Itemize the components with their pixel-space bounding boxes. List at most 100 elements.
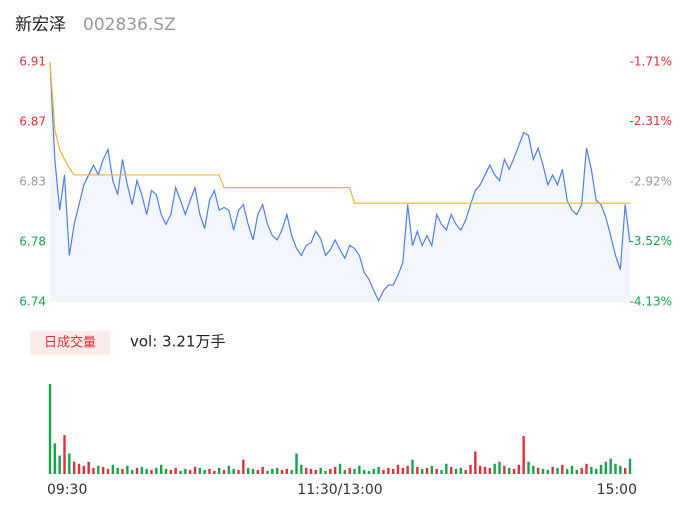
y-tick-label: 6.74 [19,295,46,309]
volume-bar [174,467,177,474]
volume-bar [72,461,76,474]
volume-bar [459,467,463,474]
volume-bar [319,467,322,474]
volume-bar [116,467,119,474]
volume-bar [541,468,545,474]
volume-bar [111,464,115,474]
volume-bar [155,467,158,474]
volume-bar [396,464,400,474]
volume-bar [251,468,255,474]
volume-bar [435,468,438,474]
volume-bar [266,470,269,474]
volume-bar [213,470,216,474]
volume-bar [517,464,521,474]
volume-bar [58,455,61,474]
volume-bar [440,469,443,474]
volume-bar [275,467,279,474]
volume-bar [232,468,235,474]
volume-bar [594,468,598,474]
price-area [50,62,630,302]
volume-bar [348,467,351,474]
volume-bar [420,468,424,474]
volume-text: vol: 3.21万手 [130,333,225,351]
volume-bar [604,461,608,474]
volume-bar [246,467,250,474]
volume-bar [454,468,458,474]
volume-bar [179,470,182,474]
volume-bar [101,466,105,474]
volume-bar [82,465,86,474]
volume-bar [159,464,163,474]
volume-bar [498,461,501,474]
volume-bar [391,468,395,474]
y2-tick-label: -4.13% [630,295,672,309]
volume-bar [556,467,559,474]
volume-bar [87,461,90,474]
volume-bar [449,466,453,474]
volume-bar [237,469,240,474]
volume-bar [561,464,564,474]
volume-bar [271,468,274,474]
volume-bar [222,469,226,474]
volume-bar [445,463,448,474]
volume-bar [256,469,260,474]
volume-bar [338,463,342,474]
volume-bar [469,464,472,474]
volume-bar [478,465,482,474]
volume-bar [512,468,516,474]
volume-bar [628,458,632,474]
volume-bar [503,465,506,474]
volume-bar [614,463,617,474]
volume-bar [169,469,173,474]
volume-bar [324,470,327,474]
y-tick-label: 6.78 [19,235,46,249]
volume-bar [217,467,221,474]
volume-bar [536,467,540,474]
volume-bar [430,465,434,474]
volume-bar [121,468,124,474]
volume-bar [532,465,535,474]
volume-bar [358,465,361,474]
volume-bar [130,469,134,474]
volume-bar [300,464,303,474]
volume-bar [164,468,168,474]
volume-bar [97,465,100,474]
volume-bar [493,463,496,474]
volume-bar [474,451,477,474]
stock-code: 002836.SZ [83,15,176,35]
volume-bar [590,466,593,474]
volume-bar [585,463,588,474]
volume-bar [619,465,622,474]
volume-bar [184,468,187,474]
volume-bar [63,435,66,474]
volume-bar [362,469,366,474]
volume-bar [333,466,337,474]
volume-bar [295,453,298,474]
volume-bar [140,466,144,474]
volume-bar [464,469,467,474]
volume-bar [135,467,139,474]
volume-bar [527,461,530,474]
stock-name: 新宏泽 [15,15,66,35]
volume-bar [285,468,289,474]
volume-bar [208,468,211,474]
volume-tag: 日成交量 [44,335,96,351]
volume-bar [227,465,231,474]
volume-bar [382,469,385,474]
volume-bar [290,469,293,474]
volume-bar [546,469,550,474]
volume-bar [401,467,405,474]
volume-bar [488,467,492,474]
volume-bar [198,467,202,474]
volume-bar [377,466,380,474]
y-tick-label: 6.87 [19,115,46,129]
volume-bar [483,466,487,474]
y2-tick-label: -1.71% [630,55,672,69]
y2-tick-label: -2.92% [630,175,672,189]
x-tick-label: 15:00 [597,482,637,498]
volume-bar [261,466,264,474]
volume-bar [411,459,414,474]
y2-tick-label: -2.31% [630,114,672,128]
volume-bar [193,466,197,474]
